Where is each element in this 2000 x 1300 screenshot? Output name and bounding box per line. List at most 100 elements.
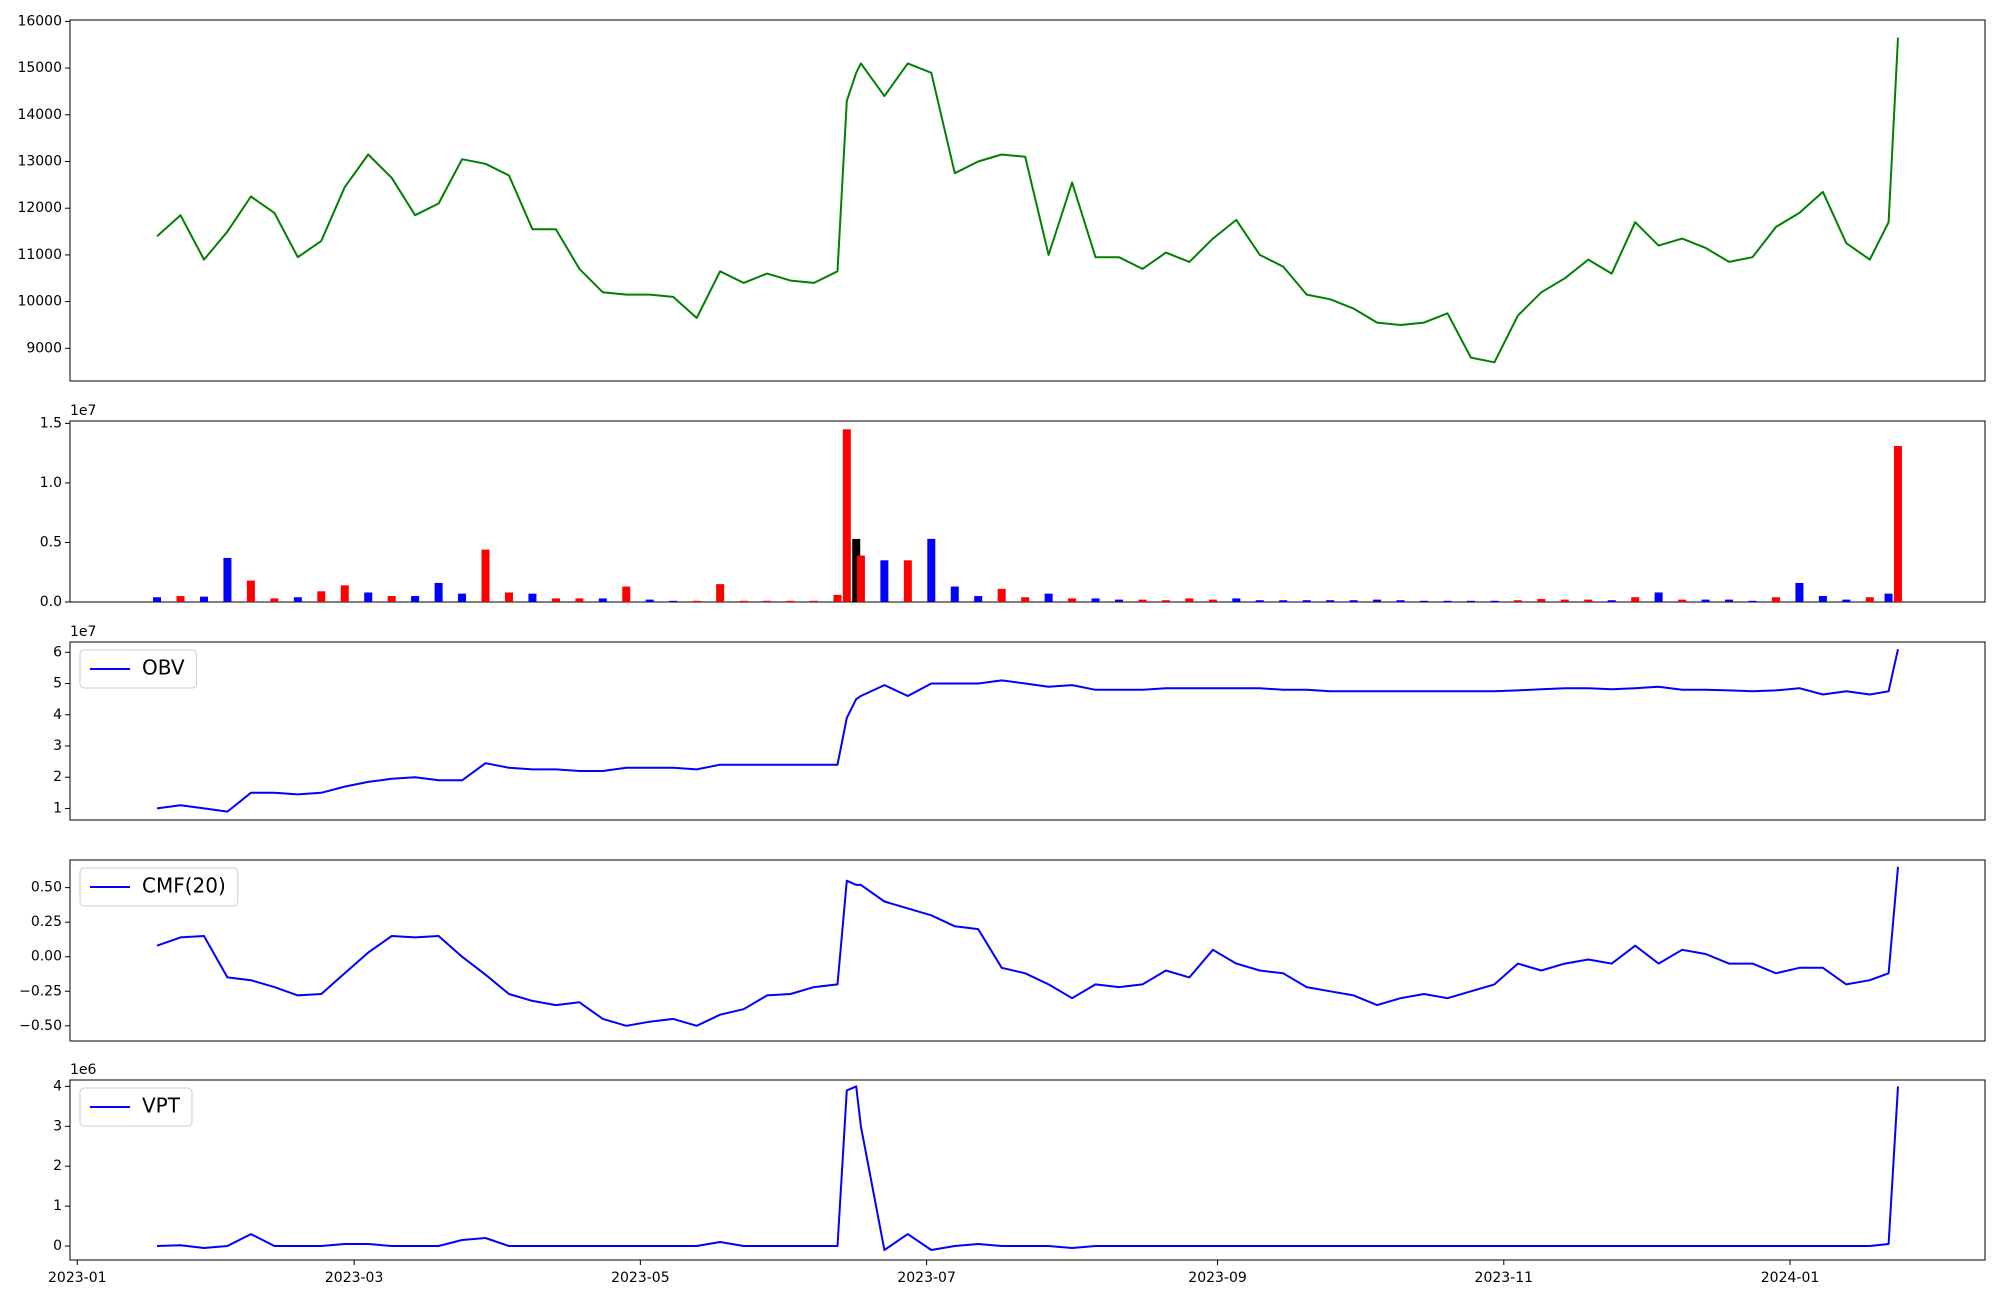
y-tick-label: 13000 [17, 154, 62, 170]
volume-bar [692, 600, 701, 602]
volume-bar [1584, 599, 1593, 602]
volume-bar [1748, 600, 1757, 602]
volume-bar [387, 596, 396, 602]
y-tick-label: 0 [53, 1238, 62, 1254]
volume-bar [1115, 599, 1124, 602]
series-line [156, 648, 1899, 813]
volume-bar [809, 600, 818, 602]
y-tick-label: 0.50 [31, 880, 62, 896]
axis-offset-label: 1e7 [70, 403, 96, 419]
axes-frame [69, 1079, 1986, 1261]
y-tick-label: 12000 [17, 200, 62, 216]
volume-bar [340, 585, 349, 602]
volume-bar [364, 592, 373, 602]
volume-bar [1302, 600, 1311, 602]
volume-bar [176, 596, 185, 602]
volume-bar [1373, 599, 1382, 602]
volume-bar [903, 560, 912, 602]
volume-bar [1138, 599, 1147, 602]
volume-bar [622, 586, 631, 602]
x-tick-label: 2023-01 [48, 1270, 107, 1286]
x-tick-label: 2023-11 [1475, 1270, 1534, 1286]
axis-offset-label: 1e7 [70, 624, 96, 640]
volume-bar [1161, 600, 1170, 602]
volume-bar [1349, 600, 1358, 602]
volume-bar [1443, 600, 1452, 602]
y-tick-label: 0.00 [31, 949, 62, 965]
volume-bar [786, 600, 795, 602]
legend-label: OBV [142, 656, 185, 680]
volume-bar [833, 594, 842, 602]
volume-bar [1068, 598, 1077, 602]
y-tick-label: 1 [53, 800, 62, 816]
y-tick-label: 3 [53, 738, 62, 754]
y-tick-label: 3 [53, 1118, 62, 1134]
volume-bar [1326, 600, 1335, 602]
y-tick-label: 11000 [17, 247, 62, 263]
volume-bar [856, 555, 865, 602]
volume-bar [1842, 599, 1851, 602]
x-tick-label: 2023-03 [325, 1270, 384, 1286]
legend: VPT [79, 1087, 193, 1127]
axes-frame [69, 420, 1986, 603]
volume-bar [763, 600, 772, 602]
volume-bar [1021, 597, 1030, 602]
volume-bar [927, 538, 936, 602]
volume-bar [153, 597, 162, 602]
y-tick-label: 2 [53, 769, 62, 785]
volume-bar [974, 596, 983, 602]
panel: 0.0 0.5 1.0 1.5 1e7 [40, 403, 1986, 610]
volume-bar [1818, 596, 1827, 602]
volume-bar [669, 600, 678, 602]
volume-bar [1466, 600, 1475, 602]
legend-frame [79, 649, 198, 689]
volume-bar [528, 593, 537, 602]
legend-frame [79, 1087, 193, 1127]
volume-bar [852, 538, 861, 602]
y-tick-label: 1.5 [40, 415, 62, 431]
volume-bar [997, 588, 1006, 602]
y-tick-label: 0.0 [40, 594, 62, 610]
y-tick-label: 14000 [17, 107, 62, 123]
y-tick-label: −0.25 [19, 983, 62, 999]
legend-label: CMF(20) [142, 874, 226, 898]
volume-bar [842, 429, 851, 602]
y-tick-label: 6 [53, 644, 62, 660]
volume-bar [1513, 600, 1522, 602]
axes-frame [69, 641, 1986, 821]
volume-bar [1490, 600, 1499, 602]
x-tick-label: 2023-05 [611, 1270, 670, 1286]
legend: CMF(20) [79, 867, 239, 907]
y-tick-label: 0.25 [31, 914, 62, 930]
y-tick-label: 2 [53, 1158, 62, 1174]
y-tick-label: 15000 [17, 60, 62, 76]
x-tick-label: 2023-07 [897, 1270, 956, 1286]
y-tick-label: 10000 [17, 294, 62, 310]
panel: 0 1 2 3 4 1e6 VPT [53, 1062, 1986, 1261]
volume-bar [1893, 446, 1902, 602]
volume-bar [1701, 599, 1710, 602]
volume-bar [598, 598, 607, 602]
volume-bar [199, 596, 208, 602]
y-tick-label: 1.0 [40, 475, 62, 491]
volume-bar [880, 560, 889, 602]
y-tick-label: 1 [53, 1198, 62, 1214]
volume-bar [1537, 599, 1546, 602]
volume-bar [411, 596, 420, 602]
axes-frame [69, 859, 1986, 1042]
legend: OBV [79, 649, 198, 689]
y-tick-label: 4 [53, 707, 62, 723]
y-tick-label: 0.5 [40, 534, 62, 550]
y-tick-label: 4 [53, 1078, 62, 1094]
volume-bar [1208, 599, 1217, 602]
volume-bar [1420, 600, 1429, 602]
panel: −0.50 −0.25 0.00 0.25 0.50 CMF(20) [19, 859, 1986, 1042]
series-line [156, 37, 1899, 364]
axis-offset-label: 1e6 [70, 1062, 97, 1078]
series-line [156, 1085, 1899, 1251]
x-tick-label: 2023-09 [1188, 1270, 1247, 1286]
volume-bar [716, 584, 725, 602]
volume-bar [739, 600, 748, 602]
y-tick-label: −0.50 [19, 1018, 62, 1034]
